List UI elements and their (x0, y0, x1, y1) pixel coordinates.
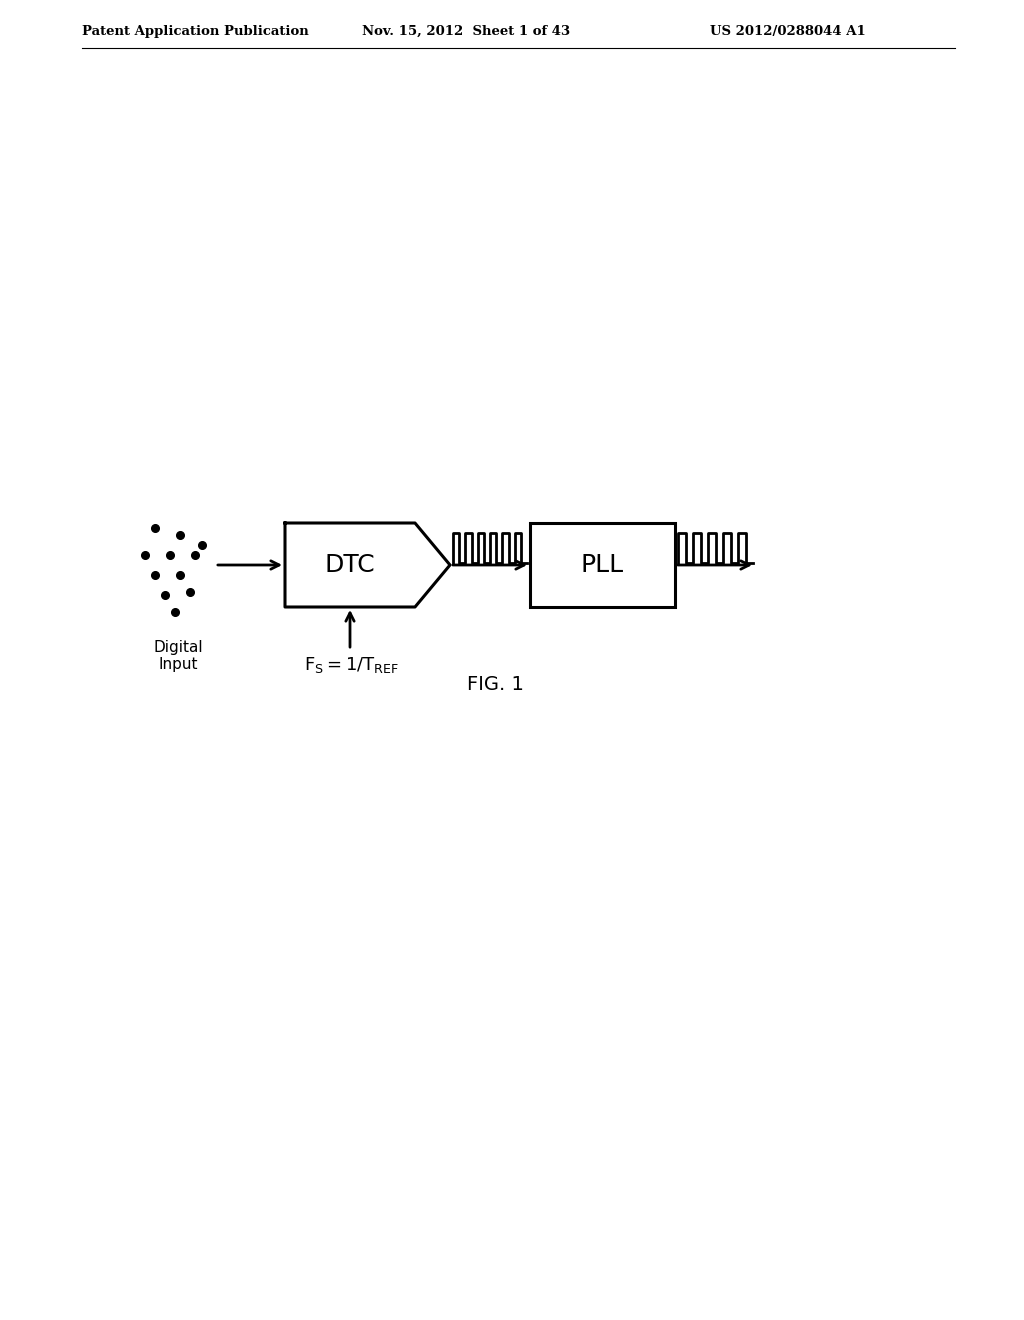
Text: US 2012/0288044 A1: US 2012/0288044 A1 (710, 25, 865, 38)
Text: Patent Application Publication: Patent Application Publication (82, 25, 309, 38)
Text: Nov. 15, 2012  Sheet 1 of 43: Nov. 15, 2012 Sheet 1 of 43 (362, 25, 570, 38)
Text: $\mathsf{F_S=1/T_{REF}}$: $\mathsf{F_S=1/T_{REF}}$ (304, 655, 399, 675)
Text: PLL: PLL (581, 553, 624, 577)
Text: DTC: DTC (325, 553, 376, 577)
Polygon shape (285, 523, 450, 607)
Text: Digital
Input: Digital Input (154, 640, 203, 672)
Text: FIG. 1: FIG. 1 (467, 675, 523, 694)
Bar (530, 523, 675, 607)
